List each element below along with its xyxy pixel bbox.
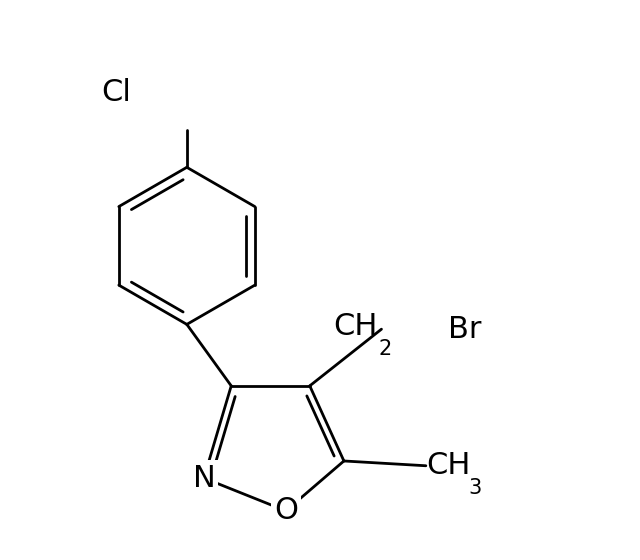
Text: 2: 2 — [379, 339, 392, 359]
Text: Br: Br — [448, 315, 481, 344]
Text: 3: 3 — [468, 478, 481, 498]
Text: Cl: Cl — [102, 78, 131, 107]
Text: N: N — [193, 464, 215, 493]
Text: CH: CH — [333, 312, 378, 341]
Text: O: O — [274, 496, 298, 525]
Text: CH: CH — [426, 451, 470, 480]
